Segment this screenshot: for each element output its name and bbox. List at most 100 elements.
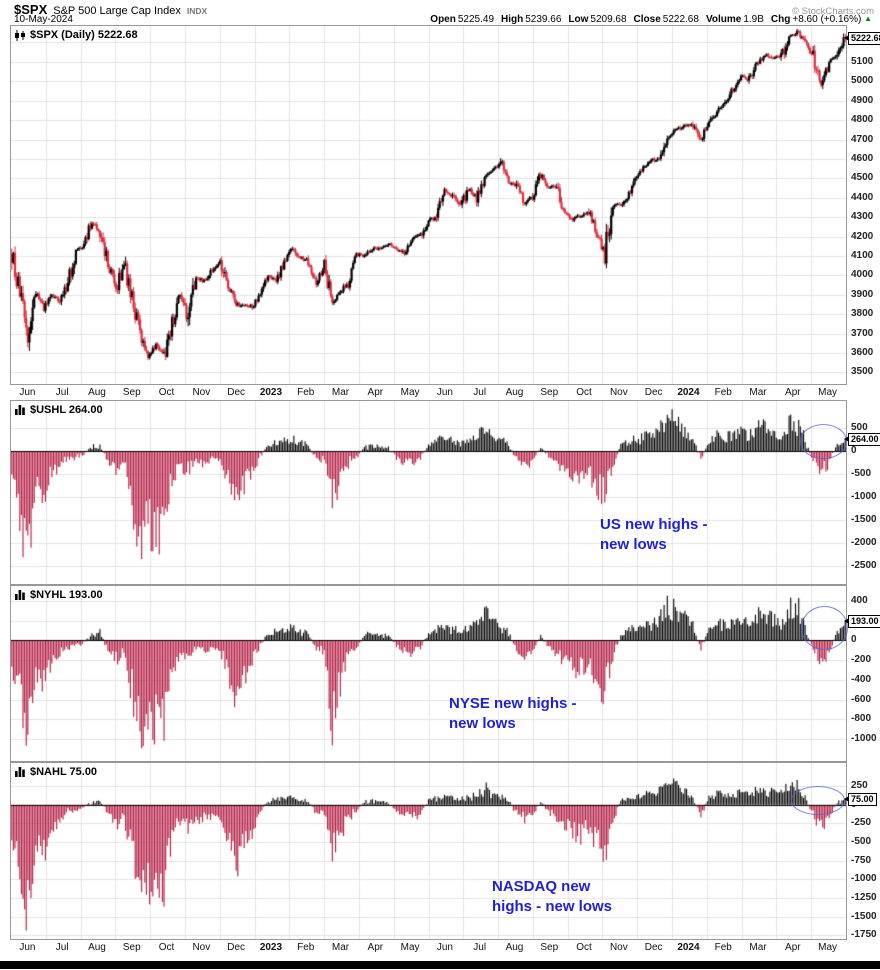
histogram-icon [15, 767, 26, 777]
ushl-legend-label: $USHL 264.00 [30, 404, 103, 416]
x-axis-label: Apr [367, 942, 384, 953]
x-axis-label: Sep [540, 387, 559, 398]
high-value: High 5239.66 [501, 14, 562, 25]
x-axis-label: Feb [297, 387, 315, 398]
y-axis-label: 0 [851, 445, 857, 457]
nyhl-histogram-panel [10, 585, 847, 762]
nyhl-last-value-tag: 193.00 [844, 614, 880, 628]
spx-price-panel [10, 25, 847, 385]
x-axis-label: May [400, 942, 420, 953]
tag-arrow-icon [844, 436, 849, 443]
spx-last-value-tag: 5222.68 [844, 31, 880, 45]
x-axis-label: Jun [436, 942, 453, 953]
nahl-histogram-canvas [11, 763, 846, 939]
index-name: S&P 500 Large Cap Index [53, 5, 181, 17]
y-axis-label: 4300 [851, 211, 874, 223]
ohlc-quote: Open 5225.49 High 5239.66 Low 5209.68 Close… [430, 14, 872, 25]
y-axis-label: -500 [851, 836, 872, 848]
y-axis-label: -1250 [851, 891, 877, 903]
y-axis-label: 250 [851, 780, 868, 792]
highlight-ellipse-nyhl [801, 606, 848, 650]
x-axis-label: May [818, 942, 838, 953]
y-axis-label: -750 [851, 854, 872, 866]
open-value: Open 5225.49 [430, 14, 495, 25]
y-axis-label: -800 [851, 713, 872, 725]
highlight-ellipse-ushl [800, 424, 847, 459]
x-axis-label: Oct [158, 942, 175, 953]
tag-arrow-icon [844, 35, 849, 42]
x-axis-label: 2024 [677, 387, 700, 398]
y-axis-label: 4600 [851, 152, 874, 164]
spx-legend-label: $SPX (Daily) 5222.68 [30, 29, 138, 41]
y-axis-label: 4000 [851, 269, 874, 281]
y-axis-label: 3800 [851, 308, 874, 320]
tag-arrow-icon [844, 618, 849, 625]
x-axis-label: Sep [122, 387, 141, 398]
y-axis-label: 4500 [851, 172, 874, 184]
y-axis-label: 5000 [851, 75, 874, 87]
nyhl-histogram-canvas [11, 586, 846, 761]
x-axis-label: Feb [297, 942, 315, 953]
x-axis-label: Sep [122, 942, 141, 953]
y-axis-label: 3500 [851, 366, 874, 378]
nyhl-legend-label: $NYHL 193.00 [30, 589, 103, 601]
nahl-last-value-tag: 75.00 [844, 792, 877, 806]
ushl-last-value-tag: 264.00 [844, 432, 880, 446]
x-axis-label: Jul [55, 942, 69, 953]
x-axis-label: May [818, 387, 838, 398]
y-axis-label: 4200 [851, 230, 874, 242]
x-axis-label: Nov [609, 942, 628, 953]
y-axis-label: 3600 [851, 346, 874, 358]
highlight-ellipse-nahl [791, 786, 845, 815]
histogram-icon [15, 590, 26, 600]
x-axis-label: Dec [227, 387, 246, 398]
annotation-nasdaq-new-highs: NASDAQ new highs - new lows [492, 878, 613, 915]
x-axis-label: May [400, 387, 420, 398]
x-axis-label: Jun [436, 387, 453, 398]
y-axis-label: -2000 [851, 536, 877, 548]
y-axis-label: -1500 [851, 513, 877, 525]
x-axis-label: Feb [714, 942, 732, 953]
x-axis-label: Aug [505, 942, 524, 953]
x-axis-label: Oct [576, 387, 592, 398]
y-axis-label: 4800 [851, 114, 874, 126]
x-axis-label: Aug [88, 387, 106, 398]
x-axis-label: Nov [609, 387, 628, 398]
y-axis-label: -200 [851, 654, 872, 666]
tag-arrow-icon [844, 796, 849, 803]
y-axis-label: 3900 [851, 288, 874, 300]
spx-candlestick-canvas [11, 26, 846, 384]
y-axis-label: -400 [851, 673, 872, 685]
x-axis-label: Dec [644, 942, 663, 953]
histogram-icon [15, 405, 26, 415]
y-axis-label: -1000 [851, 733, 877, 745]
exchange-label: INDX [186, 6, 208, 16]
y-axis-label: 400 [851, 594, 868, 606]
x-axis-label: Aug [88, 942, 106, 953]
candlestick-icon [15, 29, 26, 41]
copyright: © StockCharts.com [792, 6, 874, 17]
symbol: $SPX [14, 2, 48, 17]
x-axis-label: Sep [540, 942, 559, 953]
header: $SPX S&P 500 Large Cap Index INDX © Stoc… [14, 2, 874, 17]
x-axis-label: Aug [505, 387, 524, 398]
y-axis-label: 4700 [851, 133, 874, 145]
x-axis-label: Mar [331, 387, 350, 398]
y-axis-label: 500 [851, 422, 868, 434]
x-axis-label: Mar [749, 387, 767, 398]
x-axis-label: Jul [55, 387, 69, 398]
x-axis-label: Jul [473, 387, 487, 398]
x-axis-label: Nov [192, 942, 211, 953]
ushl-histogram-canvas [11, 401, 846, 584]
y-axis-label: 3700 [851, 327, 874, 339]
x-axis-label: Jul [473, 942, 487, 953]
x-axis-label: Apr [785, 942, 801, 953]
y-axis-label: -500 [851, 468, 872, 480]
x-axis-label: 2023 [259, 387, 283, 398]
y-axis-label: -600 [851, 693, 872, 705]
x-axis-label: Apr [785, 387, 801, 398]
y-axis-label: -1000 [851, 873, 877, 885]
spx-legend: $SPX (Daily) 5222.68 [15, 29, 138, 41]
x-axis-label: Jun [19, 942, 36, 953]
